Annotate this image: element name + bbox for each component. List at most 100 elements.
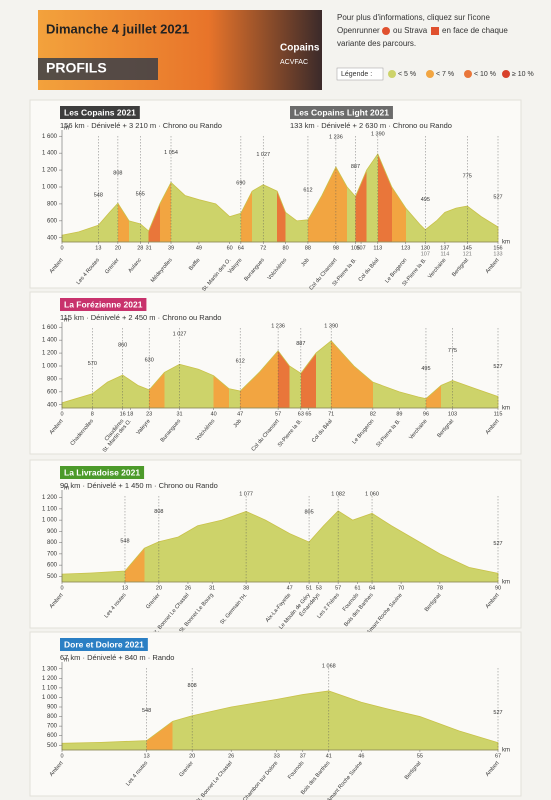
chart-title: Les Copains Light 2021 [294, 107, 389, 117]
x-tick-label: 47 [287, 585, 293, 591]
x-tick-label: 53 [316, 585, 322, 591]
x-tick-label: 145 [463, 245, 472, 251]
x-tick-label: 72 [260, 245, 266, 251]
x-tick-label: 41 [326, 753, 332, 759]
chart-subtitle: 115 km · Dénivelé + 2 450 m · Chrono ou … [60, 313, 221, 322]
peak-label: 527 [493, 194, 502, 200]
peak-label: 805 [304, 510, 313, 516]
x-tick-label: 18 [127, 411, 133, 417]
openrunner-icon[interactable] [382, 27, 390, 35]
elevation-area [61, 690, 499, 751]
legend-box [336, 67, 384, 81]
peak-label: 860 [118, 342, 127, 348]
y-tick-label: 800 [47, 540, 58, 546]
info-line: en face de chaque [442, 26, 508, 35]
y-tick-label: 700 [47, 724, 58, 730]
info-line: variante des parcours. [337, 39, 416, 48]
peak-label: 1 390 [324, 323, 338, 329]
x-tick-label: 20 [115, 245, 121, 251]
x-tick-label-2: 107 [421, 251, 430, 257]
y-tick-label: 400 [47, 235, 58, 241]
peak-label: 527 [493, 710, 502, 716]
x-tick-label: 20 [189, 753, 195, 759]
legend-label: < 10 % [474, 71, 496, 78]
elevation-area [61, 510, 499, 583]
strava-icon[interactable] [431, 27, 439, 35]
y-tick-label: 1 100 [42, 506, 58, 512]
y-tick-label: 600 [47, 389, 58, 395]
peak-label: 548 [120, 538, 129, 544]
x-tick-label: 13 [144, 753, 150, 759]
x-tick-label: 78 [437, 585, 443, 591]
x-tick-label: 88 [305, 245, 311, 251]
peak-label: 612 [303, 187, 312, 193]
y-tick-label: 1 400 [42, 338, 58, 344]
chart-title: La Livradoise 2021 [64, 467, 140, 477]
peak-label: 548 [94, 193, 103, 199]
legend-swatch [388, 70, 396, 78]
x-tick-label: 47 [237, 411, 243, 417]
x-unit: km [502, 406, 510, 412]
x-tick-label: 130 [421, 245, 430, 251]
y-tick-label: 1 000 [42, 364, 58, 370]
x-tick-label: 23 [146, 411, 152, 417]
chart-subtitle: 67 km · Dénivelé + 840 m · Rando [60, 653, 174, 662]
x-tick-label: 137 [440, 245, 449, 251]
peak-label: 1 082 [331, 491, 345, 497]
date: Dimanche 4 juillet 2021 [46, 21, 189, 36]
x-tick-label: 8 [91, 411, 94, 417]
x-unit: km [502, 580, 510, 586]
peak-label: 1 390 [371, 131, 385, 137]
place-label: Job [300, 257, 310, 268]
x-tick-label: 63 [298, 411, 304, 417]
x-tick-label-2: 121 [463, 251, 472, 257]
x-tick-label: 96 [423, 411, 429, 417]
y-tick-label: 1 400 [42, 151, 58, 157]
x-tick-label: 31 [146, 245, 152, 251]
y-tick-label: 1 200 [42, 676, 58, 682]
peak-label: 1 077 [239, 491, 253, 497]
peak-label: 1 236 [271, 323, 285, 329]
y-tick-label: 700 [47, 551, 58, 557]
peak-label: 887 [296, 341, 305, 347]
x-tick-label: 31 [176, 411, 182, 417]
x-tick-label: 98 [333, 245, 339, 251]
chart-title: Les Copains 2021 [64, 107, 136, 117]
x-tick-label: 70 [398, 585, 404, 591]
y-tick-label: 1 000 [42, 518, 58, 524]
x-tick-label: 51 [306, 585, 312, 591]
y-tick-label: 800 [47, 377, 58, 383]
y-tick-label: 900 [47, 529, 58, 535]
y-tick-label: 1 200 [42, 351, 58, 357]
title-box [60, 298, 147, 311]
y-tick-label: 1 200 [42, 495, 58, 501]
peak-label: 775 [463, 173, 472, 179]
legend-title: Légende : [341, 71, 372, 78]
x-tick-label: 0 [60, 585, 63, 591]
x-tick-label: 0 [60, 753, 63, 759]
y-tick-label: 900 [47, 705, 58, 711]
peak-label: 808 [113, 171, 122, 177]
peak-label: 565 [136, 191, 145, 197]
peak-label: 527 [493, 364, 502, 370]
legend-label: < 7 % [436, 71, 454, 78]
title-box [60, 638, 148, 651]
y-tick-label: 1 100 [42, 685, 58, 691]
heading-band [38, 58, 158, 80]
x-tick-label: 55 [417, 753, 423, 759]
peak-label: 630 [145, 357, 154, 363]
peak-label: 1 027 [256, 152, 270, 158]
x-tick-label: 67 [495, 753, 501, 759]
x-unit: km [502, 240, 510, 246]
x-tick-label: 26 [185, 585, 191, 591]
x-tick-label: 89 [396, 411, 402, 417]
y-tick-label: 1 600 [42, 134, 58, 140]
x-tick-label: 49 [196, 245, 202, 251]
peak-label: 1 068 [322, 663, 336, 669]
legend-swatch [426, 70, 434, 78]
x-tick-label: 82 [370, 411, 376, 417]
info-line: Pour plus d'informations, cliquez sur l'… [337, 13, 490, 22]
title-box [60, 106, 140, 119]
x-tick-label: 38 [243, 585, 249, 591]
